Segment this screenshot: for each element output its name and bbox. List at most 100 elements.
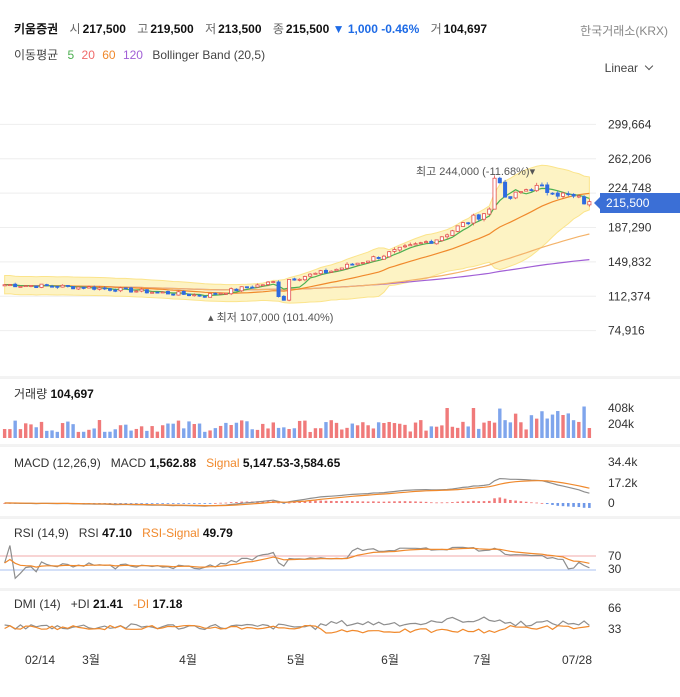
candle-body bbox=[376, 256, 381, 259]
macd-histogram-bar bbox=[340, 501, 344, 503]
candle-body bbox=[123, 287, 128, 290]
mdi-label: -DI bbox=[133, 597, 150, 611]
volume-bar bbox=[398, 423, 402, 438]
macd-histogram-bar bbox=[498, 497, 502, 503]
scale-mode-dropdown[interactable]: Linear bbox=[605, 61, 654, 75]
volume-bar bbox=[208, 430, 212, 438]
macd-histogram-bar bbox=[482, 501, 486, 503]
candle-body bbox=[381, 255, 386, 260]
price-tick-label: 187,290 bbox=[608, 221, 652, 235]
volume-bar bbox=[524, 429, 528, 438]
candle-body bbox=[487, 208, 492, 215]
stock-name: 키움증권 bbox=[14, 22, 59, 36]
macd-histogram-bar bbox=[545, 503, 549, 505]
macd-panel-label: MACD (12,26,9) bbox=[14, 456, 101, 470]
candle-body bbox=[76, 286, 81, 290]
panel-divider-bar bbox=[0, 376, 680, 378]
candle-body bbox=[171, 293, 176, 296]
candle-body bbox=[482, 213, 487, 220]
dmi-panel-label: DMI (14) bbox=[14, 597, 61, 611]
volume-bar bbox=[408, 431, 412, 438]
indicator-legend[interactable]: 이동평균 5 20 60 120 Bollinger Band (20,5) bbox=[14, 46, 271, 63]
candle-body bbox=[155, 291, 160, 294]
volume-bar bbox=[429, 426, 434, 438]
candle-body bbox=[576, 195, 581, 198]
bollinger-band bbox=[4, 164, 590, 304]
volume-bar bbox=[313, 428, 318, 438]
last-price-tag: 215,500 bbox=[594, 193, 680, 213]
close-label: 종 bbox=[272, 22, 284, 36]
dmi-plot bbox=[4, 616, 590, 634]
volume-bar bbox=[550, 414, 555, 438]
candle-body bbox=[297, 278, 302, 281]
volume-bar bbox=[66, 421, 70, 438]
macd-histogram-bar bbox=[182, 503, 186, 504]
candle-body bbox=[266, 281, 271, 285]
candle-body bbox=[39, 283, 44, 288]
rsi-panel-label: RSI (14,9) bbox=[14, 526, 69, 540]
macd-line-label: MACD bbox=[110, 456, 147, 470]
macd-histogram-bar bbox=[398, 501, 402, 503]
volume-bar bbox=[55, 431, 60, 438]
volume-bar bbox=[166, 423, 170, 438]
change-down-icon: ▼ bbox=[332, 22, 345, 36]
candle-body bbox=[413, 243, 418, 246]
macd-histogram-bar bbox=[161, 503, 164, 504]
volume-bar bbox=[334, 422, 339, 438]
volume-bar bbox=[413, 422, 418, 438]
macd-histogram-bar bbox=[293, 502, 296, 503]
volume-bar bbox=[466, 426, 470, 438]
macd-histogram-bar bbox=[177, 503, 180, 504]
candle-body bbox=[323, 269, 328, 274]
macd-histogram-bar bbox=[435, 502, 438, 504]
macd-tick-label: 17.2k bbox=[608, 476, 638, 490]
volume-bar bbox=[287, 429, 291, 438]
volume-bar bbox=[103, 431, 107, 438]
volume-bar bbox=[118, 425, 123, 438]
candle-body bbox=[197, 294, 202, 297]
volume-bar bbox=[261, 423, 265, 438]
macd-histogram-bar bbox=[303, 501, 307, 503]
macd-histogram-bar bbox=[530, 502, 533, 504]
candle-body bbox=[476, 214, 481, 220]
volume-bar bbox=[371, 428, 376, 438]
candle-body bbox=[165, 291, 170, 295]
volume-bar bbox=[519, 422, 523, 438]
volume-bar bbox=[134, 428, 139, 438]
macd-histogram-bar bbox=[345, 500, 349, 503]
change-pct: -0.46% bbox=[381, 22, 420, 36]
volume-bar bbox=[513, 413, 518, 438]
volume-bar bbox=[2, 429, 7, 438]
candle-body bbox=[271, 281, 276, 283]
macd-histogram-bar bbox=[192, 503, 196, 504]
macd-histogram-bar bbox=[551, 503, 554, 505]
volume-bar bbox=[445, 408, 449, 438]
volume-bar bbox=[71, 424, 75, 438]
ma-label: 이동평균 bbox=[14, 48, 59, 62]
mdi-value: 17.18 bbox=[152, 597, 183, 611]
macd-histogram-bar bbox=[424, 501, 428, 503]
volume-bar bbox=[245, 421, 249, 438]
volume-bar bbox=[171, 423, 175, 438]
macd-signal-label: Signal bbox=[206, 456, 240, 470]
volume-bar bbox=[319, 428, 323, 438]
macd-histogram-bar bbox=[277, 502, 280, 504]
min-price-annotation: ▴ 최저 107,000 (101.40%) bbox=[208, 312, 334, 324]
macd-histogram-bar bbox=[456, 501, 459, 503]
macd-histogram-bar bbox=[430, 502, 433, 504]
candle-body bbox=[44, 284, 49, 287]
macd-tick-label: 34.4k bbox=[608, 455, 638, 469]
volume-bar bbox=[340, 429, 344, 438]
macd-histogram-bar bbox=[556, 503, 560, 506]
candle-body bbox=[360, 262, 365, 264]
volume-bar bbox=[534, 418, 539, 438]
volume-bar bbox=[276, 427, 281, 438]
x-axis-label: 7월 bbox=[473, 653, 491, 667]
candle-body bbox=[434, 239, 439, 245]
max-price-text: 최고 244,000 (-11.68%) bbox=[416, 166, 530, 178]
macd-histogram-bar bbox=[224, 502, 228, 504]
volume-bar bbox=[556, 411, 560, 438]
volume-bar bbox=[129, 430, 133, 438]
volume-bar bbox=[376, 422, 381, 438]
